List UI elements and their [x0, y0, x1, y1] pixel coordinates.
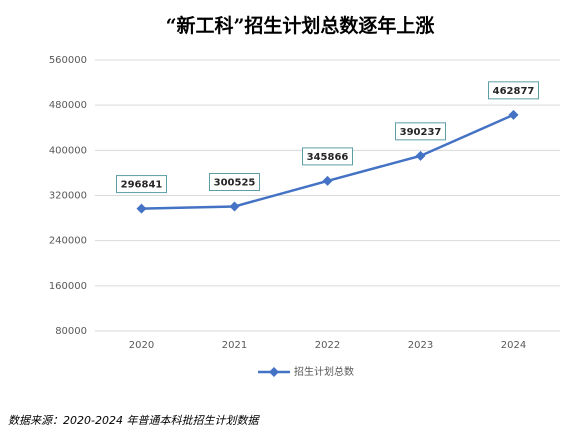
- data-label-box: [302, 147, 353, 166]
- y-tick-label: 400000: [49, 145, 87, 156]
- legend-marker: [269, 367, 279, 377]
- x-tick-label: 2024: [501, 340, 526, 351]
- data-label: 390237: [400, 127, 442, 138]
- data-label: 345866: [307, 152, 349, 163]
- y-tick-label: 160000: [49, 281, 87, 292]
- x-tick-label: 2022: [315, 340, 340, 351]
- x-tick-label: 2023: [408, 340, 433, 351]
- x-tick-label: 2021: [222, 340, 247, 351]
- data-label-box: [116, 175, 167, 194]
- x-tick-label: 2020: [129, 340, 154, 351]
- y-tick-label: 560000: [49, 55, 87, 66]
- data-label: 296841: [121, 180, 163, 191]
- data-label: 462877: [493, 86, 535, 97]
- y-tick-label: 480000: [49, 100, 87, 111]
- data-point: [508, 109, 519, 120]
- data-point: [415, 150, 426, 161]
- data-label: 300525: [214, 177, 256, 188]
- chart-title: “新工科”招生计划总数逐年上涨: [166, 14, 435, 37]
- y-tick-label: 240000: [49, 236, 87, 247]
- data-point: [136, 203, 147, 214]
- y-tick-label: 80000: [55, 326, 87, 337]
- data-label-box: [488, 81, 539, 100]
- legend-label: 招生计划总数: [294, 365, 354, 378]
- data-point: [322, 175, 333, 186]
- data-label-box: [209, 172, 260, 191]
- data-label-box: [395, 122, 446, 141]
- source-note: 数据来源：2020-2024 年普通本科批招生计划数据: [8, 414, 260, 427]
- y-tick-label: 320000: [49, 191, 87, 202]
- data-point: [229, 201, 240, 212]
